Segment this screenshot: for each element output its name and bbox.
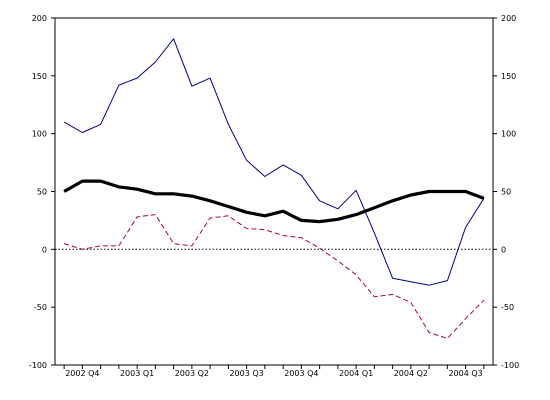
y-tick-label-right: 150 [501,72,516,81]
x-tick-label: 2003 Q1 [120,369,154,378]
x-tick-label: 2003 Q2 [175,369,209,378]
y-tick-label-right: 0 [501,245,506,254]
y-tick-label-right: 50 [501,188,511,197]
y-tick-label-left: 150 [32,72,47,81]
y-tick-label-right: 100 [501,130,516,139]
series-line-dashed [63,214,485,339]
x-tick-label: 2003 Q3 [229,369,263,378]
x-tick-label: 2004 Q3 [448,369,482,378]
y-tick-label-left: 50 [37,188,47,197]
x-tick-label: 2004 Q1 [339,369,373,378]
y-tick-label-right: -100 [501,361,519,370]
series-line-thick [63,179,485,224]
y-tick-label-left: 0 [42,245,47,254]
y-tick-label-right: 200 [501,14,516,23]
series-line-thin [63,38,485,286]
y-tick-label-right: -50 [501,303,514,312]
x-tick-label: 2002 Q4 [65,369,99,378]
y-tick-label-left: -50 [34,303,47,312]
series-layer [55,38,493,339]
x-tick-label: 2003 Q4 [284,369,318,378]
y-tick-label-left: -100 [29,361,47,370]
y-tick-label-left: 100 [32,130,47,139]
y-tick-label-left: 200 [32,14,47,23]
x-tick-label: 2004 Q2 [394,369,428,378]
axes: -100 -100 -50 -50 0 0 50 50 100 100 150 150 200 200 20… [29,14,519,378]
